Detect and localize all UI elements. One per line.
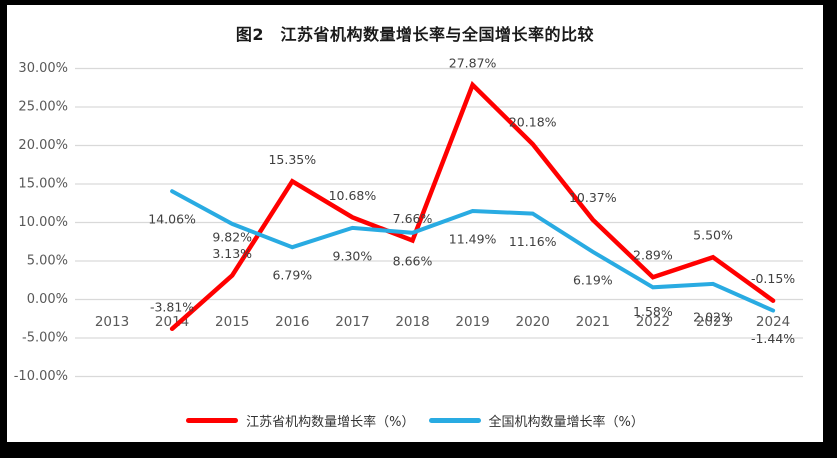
- data-label-series0-2022: 2.89%: [633, 248, 673, 263]
- series-line-0: [169, 80, 776, 332]
- data-label-series0-2015: 3.13%: [212, 246, 252, 261]
- y-axis-tick-label: 15.00%: [18, 177, 68, 192]
- x-axis-tick-label: 2016: [275, 314, 309, 330]
- data-label-series0-2018: 7.66%: [393, 211, 433, 226]
- data-label-series1-2017: 9.30%: [333, 248, 373, 263]
- x-axis-tick-label: 2017: [335, 314, 369, 330]
- data-label-series0-2024: -0.15%: [751, 271, 795, 286]
- y-axis-tick-label: 30.00%: [18, 61, 68, 76]
- chart-legend: 江苏省机构数量增长率（%） 全国机构数量增长率（%）: [7, 411, 823, 430]
- data-label-series0-2023: 5.50%: [693, 228, 733, 243]
- x-axis-tick-label: 2020: [516, 314, 550, 330]
- legend-label-national: 全国机构数量增长率（%）: [488, 415, 644, 430]
- x-axis-tick-label: 2022: [636, 314, 670, 330]
- x-axis-tick-label: 2024: [756, 314, 790, 330]
- data-label-series1-2023: 2.02%: [693, 309, 733, 324]
- data-label-series1-2024: -1.44%: [751, 331, 795, 346]
- line-chart-plot: 30.00% 25.00% 20.00% 15.00% 10.00% 5.00% 0.00%…: [14, 55, 803, 384]
- chart-title: 图2 江苏省机构数量增长率与全国增长率的比较: [235, 25, 595, 44]
- data-label-series1-2016: 6.79%: [272, 268, 312, 283]
- data-label-series1-2020: 11.16%: [509, 234, 557, 249]
- data-label-series1-2021: 6.19%: [573, 272, 613, 287]
- x-axis-tick-label: 2014: [155, 314, 189, 330]
- data-label-series1-2014: 14.06%: [148, 212, 196, 227]
- y-axis-tick-label: -10.00%: [14, 369, 68, 384]
- y-axis-tick-label: 25.00%: [18, 100, 68, 115]
- legend-line-swatch-red: [186, 418, 239, 423]
- data-label-series0-2021: 10.37%: [569, 190, 617, 205]
- x-axis-tick-label: 2023: [696, 314, 730, 330]
- y-axis-tick-label: 20.00%: [18, 138, 68, 153]
- y-axis-tick-label: 5.00%: [27, 254, 68, 269]
- data-label-series1-2015: 9.82%: [212, 229, 252, 244]
- x-axis-tick-label: 2015: [215, 314, 249, 330]
- legend-line-swatch-blue: [428, 418, 481, 423]
- data-label-series1-2018: 8.66%: [393, 253, 433, 268]
- data-label-series0-2017: 10.68%: [329, 188, 377, 203]
- y-axis-tick-label: 0.00%: [27, 292, 68, 307]
- data-label-series0-2016: 15.35%: [268, 152, 316, 167]
- data-label-series0-2014: -3.81%: [150, 299, 194, 314]
- data-label-series1-2022: 1.58%: [633, 304, 673, 319]
- legend-item-national: 全国机构数量增长率（%）: [428, 411, 644, 430]
- legend-label-jiangsu: 江苏省机构数量增长率（%）: [246, 415, 415, 430]
- data-label-series0-2019: 27.87%: [449, 55, 497, 70]
- data-label-series0-2020: 20.18%: [509, 115, 557, 130]
- x-axis-tick-label: 2018: [395, 314, 429, 330]
- y-axis-tick-label: -5.00%: [22, 331, 68, 346]
- x-axis-tick-label: 2021: [576, 314, 610, 330]
- y-axis-tick-label: 10.00%: [18, 215, 68, 230]
- x-axis-tick-label: 2013: [95, 314, 129, 330]
- legend-item-jiangsu: 江苏省机构数量增长率（%）: [186, 411, 415, 430]
- chart-figure: 30.00% 25.00% 20.00% 15.00% 10.00% 5.00% 0.00%…: [7, 5, 823, 442]
- series-line-1: [170, 189, 776, 313]
- data-label-series1-2019: 11.49%: [449, 232, 497, 247]
- x-axis-tick-label: 2019: [455, 314, 489, 330]
